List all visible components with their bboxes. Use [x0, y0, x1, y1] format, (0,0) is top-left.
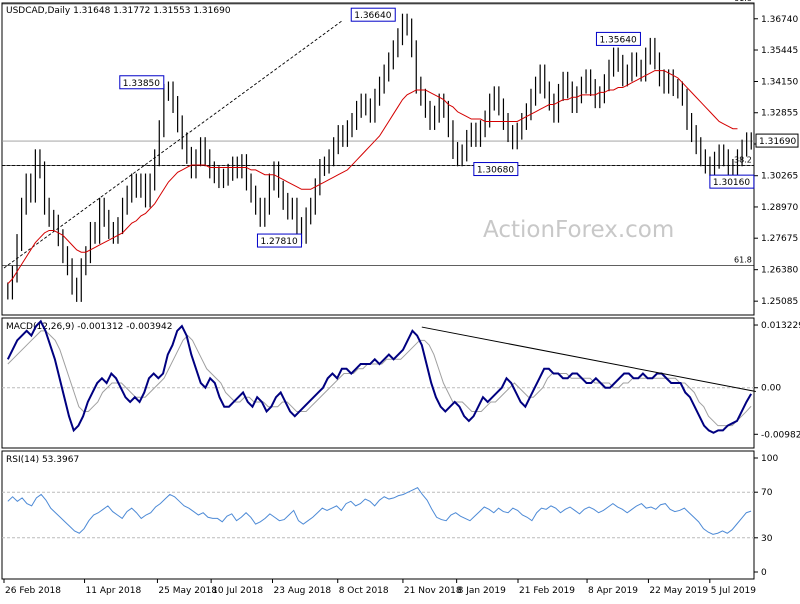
rsi-y-tick-label: 70: [761, 488, 773, 498]
rsi-y-tick-label: 0: [761, 568, 767, 578]
macd-layer: 0.013229 0.00 -0.00982: [2, 319, 800, 440]
macd-y-tick-label: -0.00982: [761, 430, 800, 440]
price-annotation-box: [595, 31, 641, 46]
rsi-layer: 100 70 30 0: [2, 454, 778, 578]
price-annotation-label: 1.30680: [477, 166, 514, 176]
x-tick-label: 22 May 2019: [649, 586, 708, 596]
price-annotation-box: [119, 75, 165, 90]
price-annotation-box: [256, 233, 302, 248]
rsi-title: RSI(14) 53.3967: [6, 455, 79, 465]
watermark: ActionForex.com: [483, 217, 674, 243]
fib-level-label: 61.8: [734, 0, 752, 3]
moving-average-line: [7, 70, 738, 285]
macd-trendline: [421, 326, 756, 393]
price-y-tick-label: 1.28970: [761, 203, 798, 213]
x-tick-label: 11 Apr 2018: [86, 586, 142, 596]
price-annotation-box: [350, 7, 396, 22]
current-price-label: 1.31690: [759, 137, 796, 147]
price-y-tick-label: 1.34150: [761, 78, 798, 88]
x-tick-label: 10 Jul 2018: [212, 586, 263, 596]
price-y-tick-label: 1.30265: [761, 172, 798, 182]
x-tick-label: 8 Apr 2019: [588, 586, 638, 596]
x-tick-label: 21 Nov 2018: [404, 586, 462, 596]
price-y-tick-label: 1.36740: [761, 15, 798, 25]
x-tick-label: 21 Feb 2019: [519, 586, 575, 596]
price-annotation-label: 1.36640: [354, 11, 391, 21]
macd-title: MACD(12,26,9) -0.001312 -0.003942: [6, 322, 172, 332]
price-y-tick-label: 1.27675: [761, 234, 798, 244]
x-tick-label: 8 Jan 2019: [458, 586, 506, 596]
rsi-line: [7, 487, 752, 535]
price-annotation-label: 1.30160: [713, 178, 750, 188]
x-tick-label: 5 Jul 2019: [711, 586, 756, 596]
macd-y-tick-label: 0.013229: [761, 321, 800, 331]
rsi-y-tick-label: 30: [761, 534, 773, 544]
fib-level-label: 61.8: [734, 256, 752, 265]
price-title: USDCAD,Daily 1.31648 1.31772 1.31553 1.3…: [6, 6, 231, 16]
fib-level-label: 38.2: [734, 156, 752, 165]
price-y-tick-label: 1.32855: [761, 109, 798, 119]
price-annotation-label: 1.33850: [123, 79, 160, 89]
current-price-box: [755, 133, 799, 148]
macd-line: [6, 319, 752, 434]
x-tick-label: 23 Aug 2018: [274, 586, 332, 596]
price-y-tick-label: 1.26380: [761, 266, 798, 276]
x-tick-label: 25 May 2018: [158, 586, 217, 596]
rsi-y-tick-label: 100: [761, 454, 778, 464]
price-annotation-label: 1.35640: [599, 35, 636, 45]
x-tick-label: 8 Oct 2018: [339, 586, 389, 596]
price-layer: 1.250851.263801.276751.289701.302651.315…: [2, 0, 799, 307]
rsi-panel: [1, 450, 755, 580]
price-annotation-label: 1.27810: [260, 237, 297, 247]
price-y-tick-label: 1.35445: [761, 46, 798, 56]
x-tick-label: 26 Feb 2018: [5, 586, 61, 596]
price-y-tick-label: 1.25085: [761, 297, 798, 307]
price-panel: [1, 2, 755, 316]
price-annotation-box: [473, 162, 519, 177]
macd-y-tick-label: 0.00: [761, 384, 781, 394]
price-annotation-box: [709, 174, 755, 189]
